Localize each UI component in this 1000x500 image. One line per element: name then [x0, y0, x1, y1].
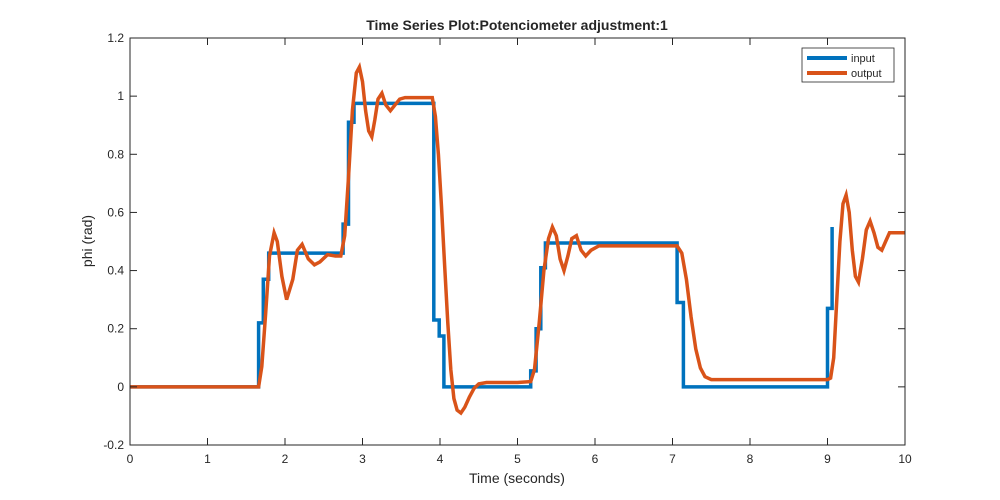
x-axis-label: Time (seconds)	[469, 470, 565, 486]
y-tick-label: 1	[117, 89, 124, 103]
x-tick-label: 10	[898, 452, 912, 466]
y-tick-label: 0.2	[107, 322, 124, 336]
legend-label-input: input	[851, 53, 875, 65]
y-tick-label: -0.2	[103, 438, 124, 452]
x-axis: 0 1 2 3 4 5 6 7 8 9 10	[127, 38, 912, 466]
x-tick-label: 7	[669, 452, 676, 466]
x-tick-label: 9	[824, 452, 831, 466]
y-axis-label: phi (rad)	[79, 215, 95, 267]
chart-title: Time Series Plot:Potenciometer adjustmen…	[366, 17, 668, 33]
y-tick-label: 1.2	[107, 31, 124, 45]
y-axis: -0.2 0 0.2 0.4 0.6 0.8 1 1.2	[103, 31, 905, 452]
x-tick-label: 6	[592, 452, 599, 466]
legend-box	[801, 47, 895, 83]
y-tick-label: 0.4	[107, 264, 124, 278]
x-tick-label: 8	[747, 452, 754, 466]
legend: input output	[801, 47, 895, 83]
x-tick-label: 2	[282, 452, 289, 466]
x-tick-label: 1	[204, 452, 211, 466]
series-layer	[130, 62, 905, 416]
x-tick-label: 3	[359, 452, 366, 466]
series-line-output	[130, 62, 905, 416]
y-tick-label: 0	[117, 380, 124, 394]
x-tick-label: 4	[437, 452, 444, 466]
y-tick-label: 0.8	[107, 147, 124, 161]
y-tick-label: 0.6	[107, 205, 124, 219]
x-tick-label: 0	[127, 452, 134, 466]
x-tick-label: 5	[514, 452, 521, 466]
legend-label-output: output	[851, 68, 882, 80]
